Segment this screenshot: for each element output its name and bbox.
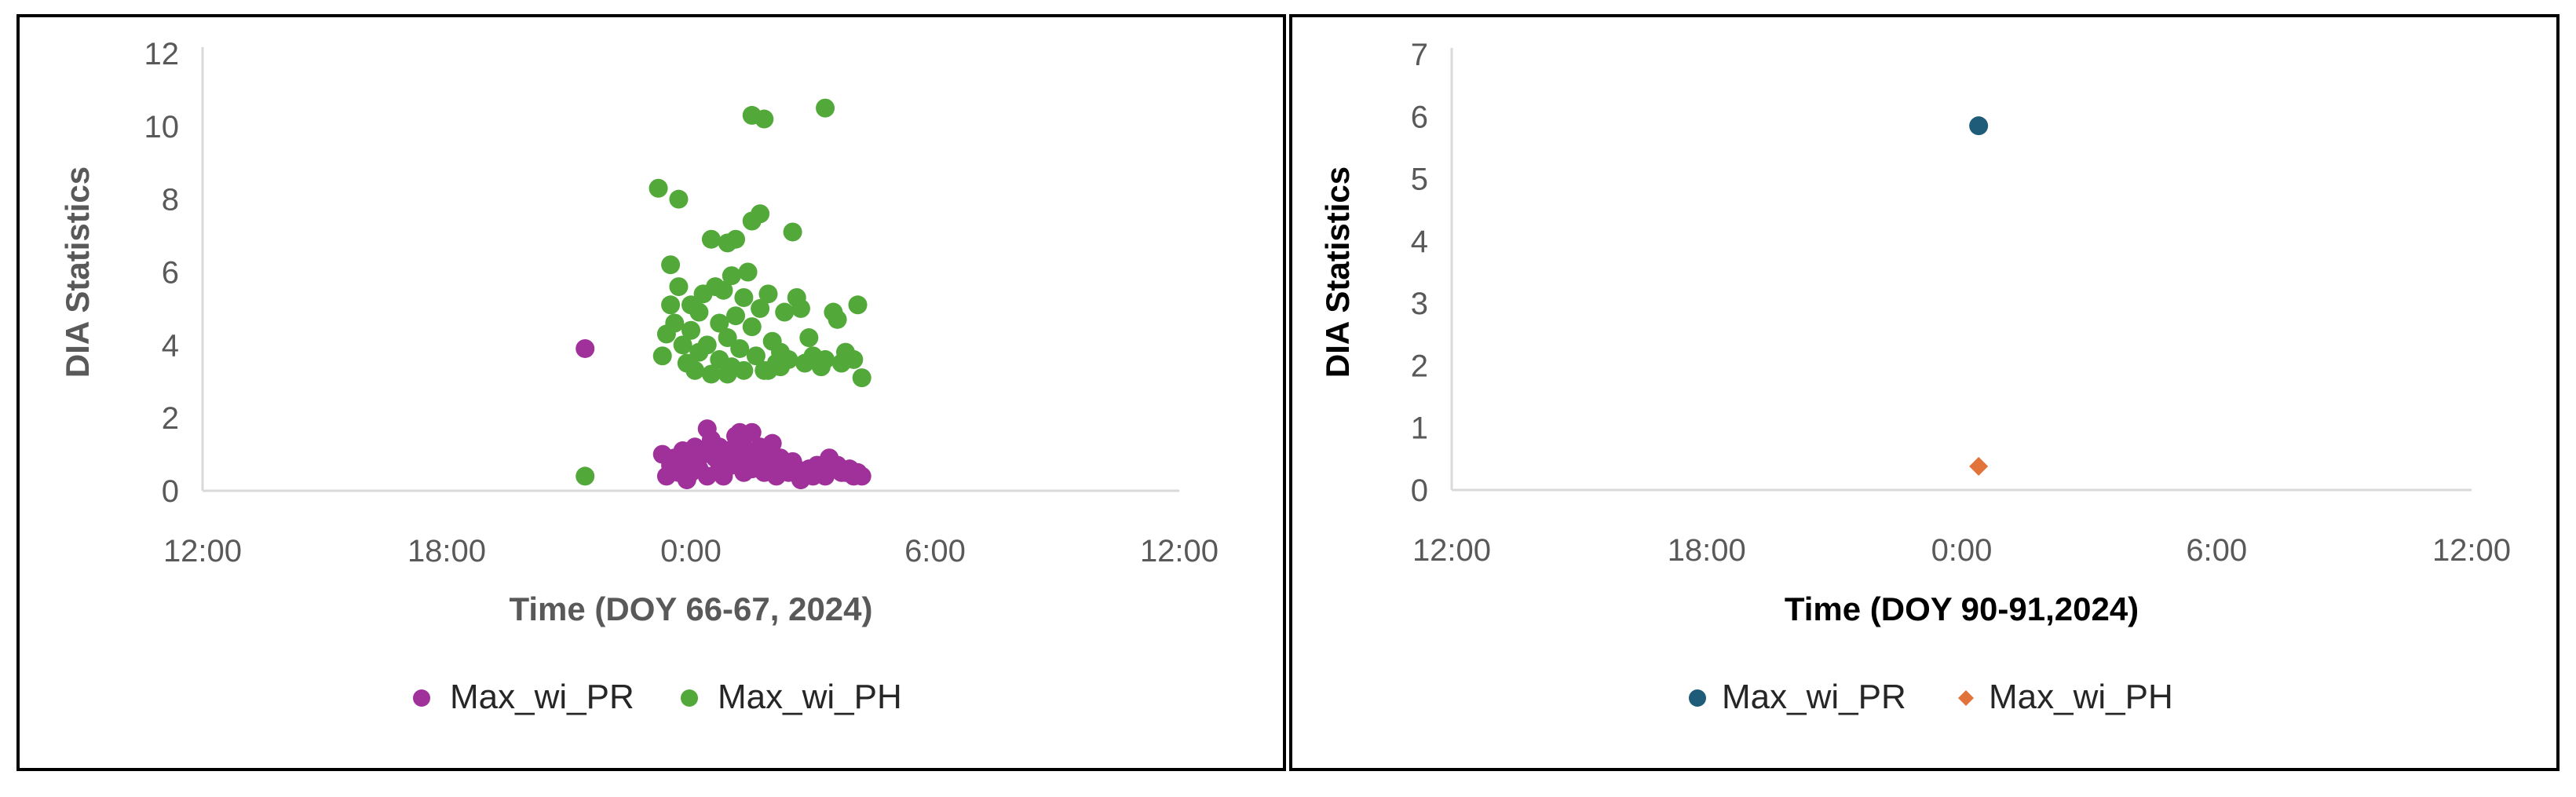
- data-point-max-wi-ph: [726, 306, 746, 326]
- data-point-max-wi-ph: [649, 178, 668, 198]
- y-tick-label: 6: [162, 256, 179, 291]
- data-point-max-wi-ph: [689, 302, 709, 322]
- x-tick-label: 0:00: [1931, 533, 1993, 568]
- x-tick-label: 18:00: [1668, 533, 1746, 568]
- data-point-max-wi-pr: [734, 437, 754, 457]
- x-tick-label: 0:00: [660, 534, 722, 569]
- scatter-chart-doy-90-91: 0 1 2 3 4 5 6 7 12:00 18:00 0:00 6:00 12:00 Time (DOY…: [1319, 38, 2511, 716]
- data-point-max-wi-ph: [575, 466, 595, 486]
- data-point-max-wi-ph: [661, 295, 681, 315]
- x-tick-label: 6:00: [2186, 533, 2247, 568]
- data-point-max-wi-ph: [685, 360, 705, 380]
- data-point-max-wi-ph: [848, 295, 868, 315]
- data-point-max-wi-ph: [730, 338, 750, 358]
- data-point-max-wi-ph: [669, 277, 689, 297]
- y-tick-label: 2: [162, 401, 179, 436]
- data-point-max-wi-ph: [746, 346, 765, 366]
- y-tick-label: 2: [1411, 349, 1428, 383]
- data-point-max-wi-ph: [665, 313, 685, 333]
- data-point-max-wi-ph: [783, 222, 802, 242]
- data-point-max-wi-ph: [681, 320, 700, 340]
- legend-marker-max-wi-ph: [681, 689, 698, 707]
- data-point-max-wi-ph: [751, 204, 770, 224]
- y-tick-label: 10: [144, 110, 180, 144]
- y-tick-label: 8: [162, 183, 179, 218]
- data-point-max-wi-ph: [751, 298, 770, 318]
- x-tick-label: 12:00: [2432, 533, 2511, 568]
- data-point-max-wi-ph: [755, 109, 774, 129]
- chart-panel-doy-90-91: 0 1 2 3 4 5 6 7 12:00 18:00 0:00 6:00 12:00 Time (DOY…: [1289, 14, 2560, 771]
- data-point-max-wi-ph: [734, 287, 754, 307]
- data-point-max-wi-ph: [718, 364, 737, 384]
- x-tick-label: 18:00: [407, 534, 486, 569]
- data-point-max-wi-ph: [714, 280, 733, 300]
- data-point-max-wi-ph: [771, 357, 791, 377]
- x-tick-label: 6:00: [904, 534, 966, 569]
- x-tick-label: 12:00: [1140, 534, 1219, 569]
- x-tick-label: 12:00: [1412, 533, 1491, 568]
- data-point-max-wi-ph: [669, 189, 689, 209]
- data-point-max-wi-pr: [742, 422, 762, 442]
- data-point-max-wi-ph: [710, 313, 729, 333]
- data-point-max-wi-ph: [652, 346, 672, 366]
- x-tick-label: 12:00: [163, 534, 242, 569]
- y-tick-label: 1: [1411, 411, 1428, 446]
- data-point-max-wi-ph: [689, 342, 709, 362]
- data-point-max-wi-ph: [844, 349, 864, 369]
- data-point-max-wi-ph: [701, 229, 721, 249]
- legend-marker-max-wi-pr: [1689, 689, 1706, 707]
- legend-label: Max_wi_PH: [1989, 678, 2173, 716]
- y-tick-label: 6: [1411, 100, 1428, 134]
- chart-panel-doy-66-67: 0 2 4 6 8 10 12 12:00 18:00 0:00 6:00 12:00 Time (DO…: [16, 14, 1286, 771]
- data-point-max-wi-pr: [852, 466, 871, 486]
- data-point-max-wi-ph: [661, 255, 681, 275]
- data-point-max-wi-ph: [722, 266, 741, 286]
- legend-label: Max_wi_PR: [450, 678, 634, 716]
- scatter-chart-doy-66-67: 0 2 4 6 8 10 12 12:00 18:00 0:00 6:00 12:00 Time (DO…: [59, 37, 1219, 716]
- data-point-max-wi-ph: [758, 284, 778, 304]
- legend-marker-max-wi-ph: [1958, 690, 1974, 706]
- data-point-max-wi-ph: [775, 302, 795, 322]
- y-axis-title: DIA Statistics: [1319, 166, 1356, 378]
- x-axis-title: Time (DOY 66-67, 2024): [509, 590, 872, 627]
- data-point-max-wi-ph: [791, 298, 810, 318]
- data-point-max-wi-ph: [726, 229, 746, 249]
- legend-label: Max_wi_PH: [718, 678, 902, 716]
- y-tick-label: 12: [144, 37, 180, 71]
- data-point-max-wi-ph: [816, 98, 835, 118]
- data-point-max-wi-pr: [1969, 116, 1989, 136]
- data-point-max-wi-ph: [718, 328, 737, 348]
- x-axis-title: Time (DOY 90-91,2024): [1785, 590, 2139, 627]
- y-tick-label: 4: [1411, 225, 1428, 259]
- data-point-max-wi-ph: [673, 335, 692, 355]
- y-axis-title: DIA Statistics: [59, 166, 96, 378]
- y-tick-label: 7: [1411, 38, 1428, 72]
- data-point-max-wi-ph: [828, 309, 847, 329]
- data-point-max-wi-ph: [852, 368, 871, 388]
- data-point-max-wi-ph: [701, 364, 721, 384]
- data-point-max-wi-ph: [1969, 456, 1989, 476]
- data-point-max-wi-ph: [799, 328, 819, 348]
- y-tick-label: 0: [162, 474, 179, 509]
- y-tick-label: 5: [1411, 163, 1428, 197]
- y-tick-label: 0: [1411, 473, 1428, 508]
- data-point-max-wi-ph: [742, 317, 762, 337]
- data-point-max-wi-ph: [738, 262, 758, 282]
- legend-marker-max-wi-pr: [413, 689, 430, 707]
- data-point-max-wi-pr: [762, 433, 782, 453]
- data-point-max-wi-pr: [575, 338, 595, 358]
- y-tick-label: 4: [162, 328, 179, 363]
- y-tick-label: 3: [1411, 287, 1428, 321]
- data-point-max-wi-ph: [816, 349, 835, 369]
- data-point-max-wi-ph: [734, 360, 754, 380]
- legend-label: Max_wi_PR: [1722, 678, 1906, 716]
